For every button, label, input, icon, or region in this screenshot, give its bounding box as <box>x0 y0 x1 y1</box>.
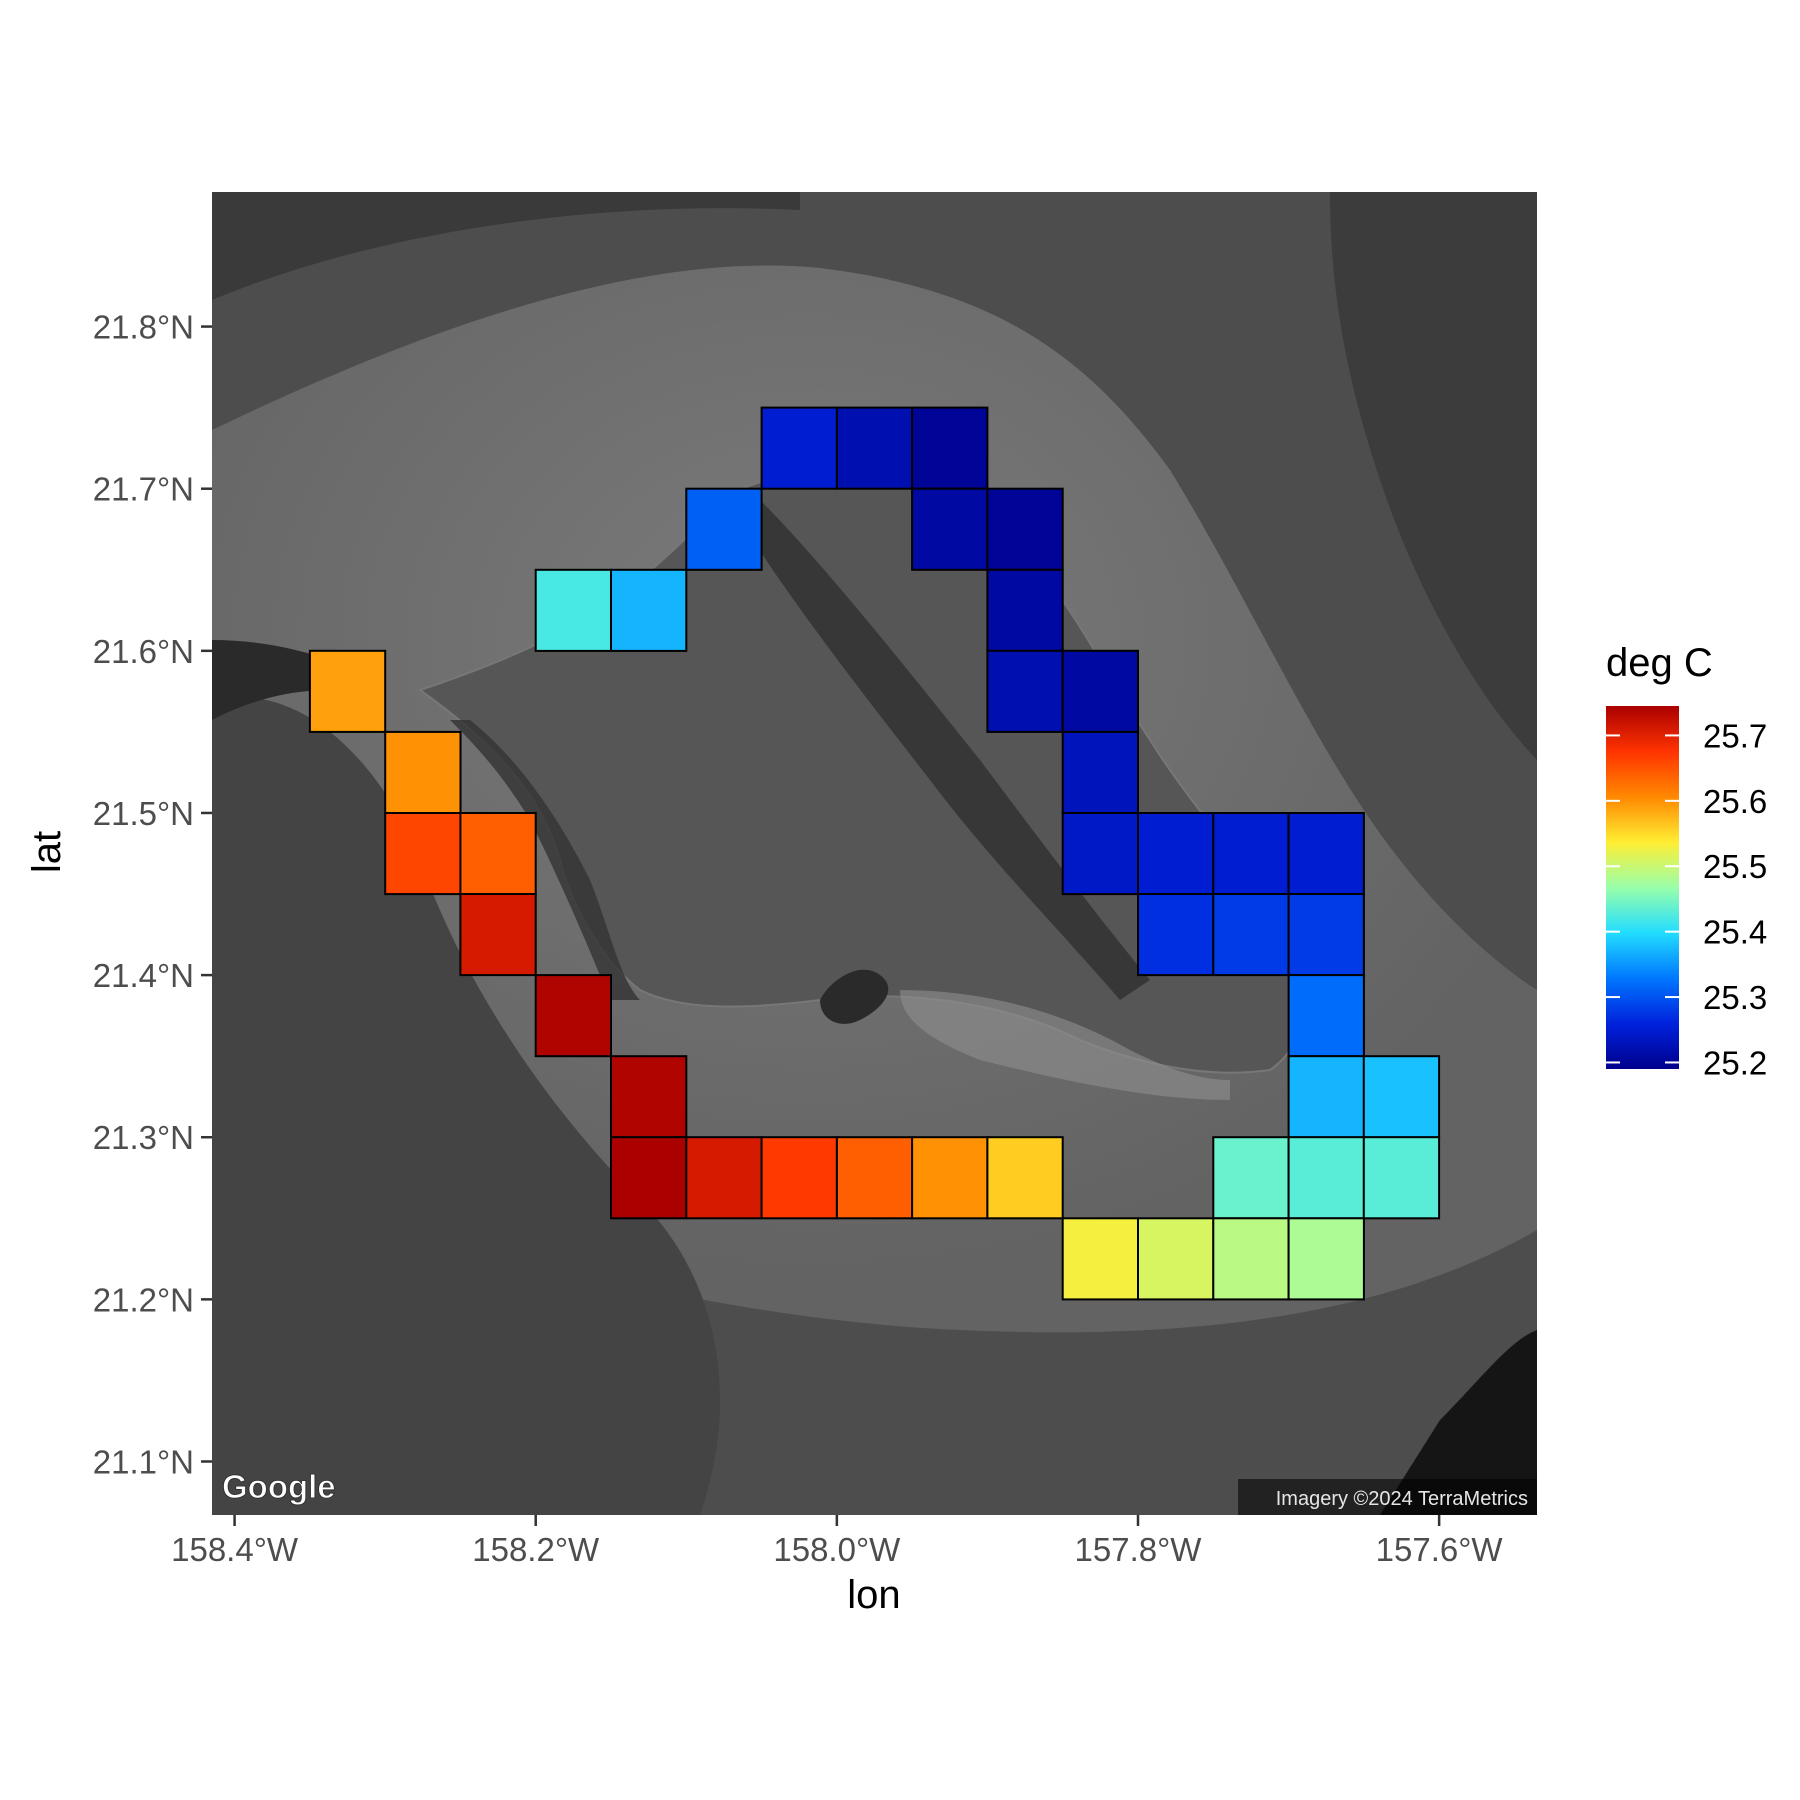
grid-cell <box>685 487 763 571</box>
pearl-harbor <box>820 969 889 1024</box>
grid-cell <box>986 1136 1064 1220</box>
x-tick-label: 158.2°W <box>472 1531 600 1568</box>
legend-label: 25.5 <box>1703 848 1767 885</box>
legend-label: 25.4 <box>1703 914 1767 951</box>
grid-cell <box>1362 1136 1441 1220</box>
basemap-southeast-shadow <box>1380 1330 1537 1515</box>
y-tick-label: 21.1°N <box>93 1443 194 1480</box>
y-tick-label: 21.8°N <box>93 309 194 346</box>
basemap-southwest-hills <box>212 696 720 1515</box>
grid-cell <box>835 1136 914 1220</box>
legend-title: deg C <box>1606 641 1713 685</box>
grid-cell <box>534 974 613 1058</box>
grid-cell <box>685 1136 763 1220</box>
grid-cell <box>760 1136 838 1220</box>
grid-cell <box>1212 1217 1290 1301</box>
y-axis-title: lat <box>25 831 69 873</box>
legend-label: 25.2 <box>1703 1044 1767 1081</box>
x-tick-label: 157.6°W <box>1376 1531 1504 1568</box>
y-tick-label: 21.7°N <box>93 471 194 508</box>
y-tick-label: 21.4°N <box>93 957 194 994</box>
legend-label: 25.6 <box>1703 783 1767 820</box>
oahu-mountains-waianae <box>450 720 640 1000</box>
grid-cell <box>459 812 537 896</box>
colorbar <box>1606 706 1679 1069</box>
grid-cell <box>911 487 989 571</box>
grid-cell <box>1287 974 1365 1058</box>
x-axis-title: lon <box>847 1573 900 1617</box>
grid-cell <box>1137 812 1215 896</box>
grid-cell <box>835 406 914 490</box>
grid-cell <box>610 1136 688 1220</box>
oahu-urban-south <box>900 990 1230 1100</box>
google-logo: Google <box>222 1468 336 1505</box>
grid-cell <box>1212 893 1290 977</box>
basemap-ridge-east <box>1330 192 1537 760</box>
attribution-text: Imagery ©2024 TerraMetrics <box>1276 1488 1528 1510</box>
grid-cell <box>384 812 462 896</box>
grid-cell <box>610 568 688 652</box>
y-tick-label: 21.6°N <box>93 633 194 670</box>
oahu-mountains-koolau <box>740 500 1150 1000</box>
grid-cell <box>911 1136 989 1220</box>
grid-cell <box>610 1055 688 1139</box>
x-tick-label: 158.0°W <box>773 1531 901 1568</box>
grid-cell <box>1287 1136 1365 1220</box>
grid-cell <box>986 568 1064 652</box>
grid-cell <box>1212 1136 1290 1220</box>
grid-cell <box>1287 893 1365 977</box>
grid-cell <box>1212 812 1290 896</box>
grid-cell <box>1061 730 1139 815</box>
grid-cell <box>1287 1217 1365 1301</box>
grid-cell <box>1061 812 1139 896</box>
y-tick-label: 21.5°N <box>93 795 194 832</box>
grid-cell <box>1137 1217 1215 1301</box>
grid-cell <box>534 568 613 652</box>
grid-cell <box>1287 812 1365 896</box>
grid-cell <box>1362 1055 1441 1139</box>
x-tick-label: 158.4°W <box>171 1531 299 1568</box>
legend-label: 25.7 <box>1703 717 1767 754</box>
grid-cell <box>986 649 1064 733</box>
basemap-dark-channel <box>212 640 330 720</box>
grid-cell <box>384 730 462 815</box>
axes: 158.4°W 158.2°W 158.0°W 157.8°W 157.6°W 21.1°… <box>93 309 1504 1568</box>
grid-cell <box>1061 649 1139 733</box>
legend-label: 25.3 <box>1703 979 1767 1016</box>
grid-cell <box>1061 1217 1139 1301</box>
temperature-grid <box>308 406 1441 1301</box>
basemap-ridge-north <box>212 192 800 300</box>
grid-cell <box>760 406 838 490</box>
colorbar-legend: deg C 25.2 25.3 25.4 25.5 25.6 25.7 <box>1606 641 1767 1081</box>
x-tick-label: 157.8°W <box>1075 1531 1203 1568</box>
grid-cell <box>986 487 1064 571</box>
grid-cell <box>911 406 989 490</box>
y-tick-label: 21.3°N <box>93 1119 194 1156</box>
grid-cell <box>459 893 537 977</box>
grid-cell <box>1137 893 1215 977</box>
grid-cell <box>308 649 387 733</box>
attribution-background <box>1238 1479 1537 1515</box>
y-tick-label: 21.2°N <box>93 1281 194 1318</box>
grid-cell <box>1287 1055 1365 1139</box>
